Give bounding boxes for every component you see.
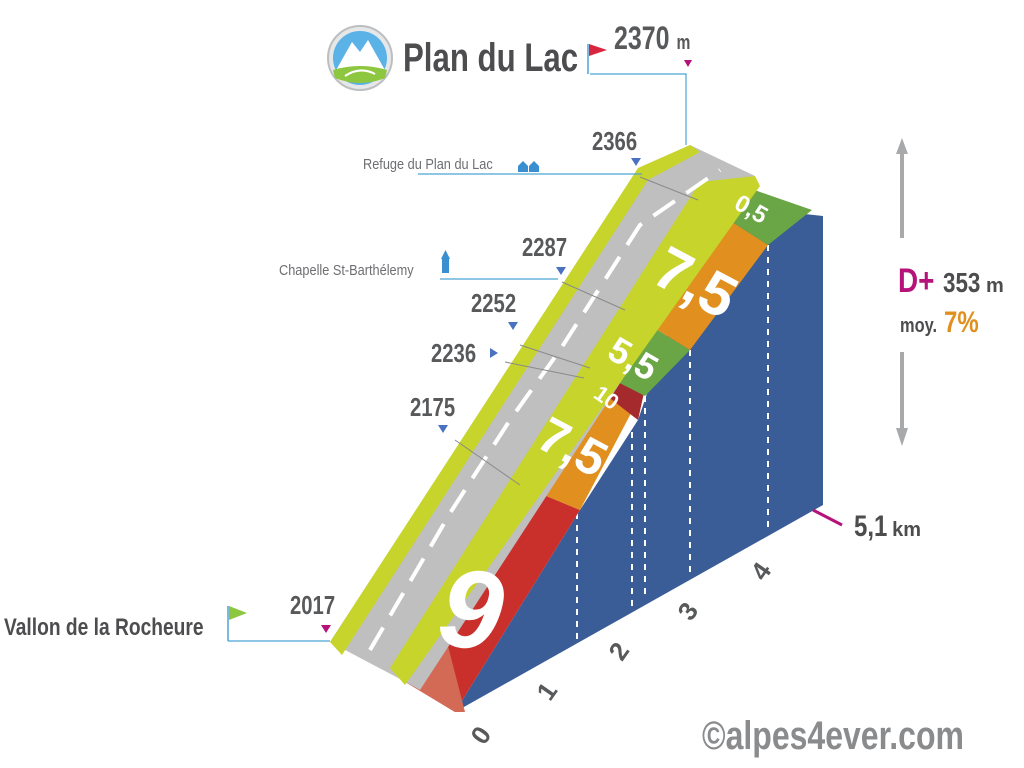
summit-marker	[684, 60, 692, 67]
road-verge-left	[330, 145, 700, 655]
avg-value: 7%	[943, 306, 979, 339]
waypoint-altitude-5: 2175	[410, 392, 456, 422]
refuge-icon	[518, 161, 539, 172]
distance-value: 5,1	[854, 510, 888, 543]
summit-altitude-value: 2370	[614, 20, 670, 56]
elevation-gain-arrow	[896, 138, 908, 446]
flag-icon-start	[227, 606, 247, 641]
gain-label: D+	[898, 262, 935, 300]
start-marker	[321, 625, 331, 633]
flag-icon-summit	[587, 44, 607, 74]
distance-end-tick	[812, 508, 843, 527]
waypoint-markers	[321, 60, 692, 633]
road-verge-right	[390, 176, 760, 685]
mountain-logo-icon	[327, 25, 393, 91]
summit-name: Plan du Lac	[403, 36, 579, 80]
road-separators	[454, 176, 699, 486]
gain-unit: m	[986, 275, 1004, 297]
distance-unit: km	[892, 519, 922, 541]
chapel-icon	[441, 250, 450, 273]
average-grade: moy. 7%	[900, 306, 987, 340]
waypoint-label-chapel: Chapelle St-Barthélemy	[279, 262, 414, 279]
avg-label: moy.	[900, 315, 938, 337]
km-gridlines	[576, 245, 769, 640]
waypoint-label-refuge: Refuge du Plan du Lac	[363, 156, 493, 173]
elevation-gain: D+ 353 m	[898, 262, 1004, 301]
waypoint-altitude-4: 2236	[431, 338, 477, 368]
total-distance: 5,1 km	[854, 510, 921, 544]
profile-wall	[455, 204, 823, 712]
gain-value: 353	[942, 267, 981, 298]
copyright-credit[interactable]: ©alpes4ever.com	[702, 714, 964, 758]
leader-lines	[228, 73, 687, 642]
road-centerline	[368, 168, 722, 652]
waypoint-altitude-3: 2252	[471, 288, 517, 318]
start-name: Vallon de la Rocheure	[4, 614, 204, 641]
start-altitude: 2017	[290, 590, 336, 620]
waypoint-altitude-refuge: 2366	[592, 126, 638, 156]
summit-altitude: 2370 m	[614, 20, 690, 57]
summit-altitude-unit: m	[676, 32, 691, 54]
waypoint-altitude-chapel: 2287	[522, 232, 568, 262]
